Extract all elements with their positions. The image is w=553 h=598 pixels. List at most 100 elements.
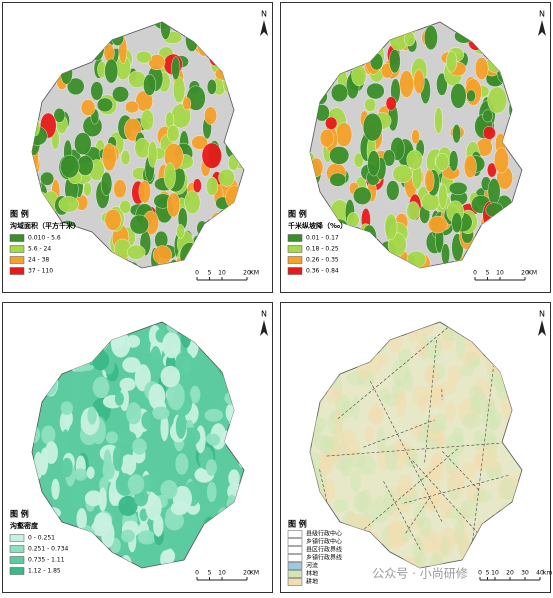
region-patch bbox=[438, 184, 447, 209]
region-patch bbox=[376, 427, 385, 454]
legend-swatch bbox=[288, 579, 302, 586]
region-patch bbox=[440, 381, 456, 395]
legend-label: 耕地 bbox=[306, 578, 318, 586]
legend-label: 0.36 - 0.84 bbox=[306, 268, 339, 275]
region-patch bbox=[350, 470, 361, 493]
region-patch bbox=[115, 392, 124, 406]
legend-label: 5.6 - 24 bbox=[28, 246, 51, 253]
scale-label: 5 bbox=[208, 570, 212, 577]
region-patch bbox=[347, 212, 359, 227]
region-patch bbox=[152, 407, 169, 420]
region-patch bbox=[185, 191, 201, 214]
region-patch bbox=[475, 57, 488, 80]
region-patch bbox=[175, 453, 188, 475]
region-patch bbox=[127, 245, 145, 259]
region-patch bbox=[137, 530, 156, 544]
region-patch bbox=[122, 357, 140, 373]
region-patch bbox=[469, 386, 484, 405]
region-patch bbox=[389, 49, 400, 73]
legend-swatch bbox=[288, 246, 302, 253]
north-arrow-label: N bbox=[261, 10, 267, 19]
scale-unit: KM bbox=[528, 270, 537, 277]
region-patch bbox=[97, 98, 113, 112]
region-patch bbox=[446, 51, 456, 72]
region-patch bbox=[60, 155, 79, 178]
region-patch bbox=[207, 482, 217, 502]
region-patch bbox=[473, 490, 492, 503]
region-patch bbox=[207, 434, 220, 446]
watermark: 公众号 · 小尚研修 bbox=[372, 566, 467, 581]
region-patch bbox=[407, 202, 420, 221]
region-patch bbox=[207, 79, 216, 94]
scale-label: 0 bbox=[473, 270, 477, 277]
legend-swatch bbox=[288, 571, 302, 578]
region-patch bbox=[91, 81, 103, 100]
region-patch bbox=[452, 124, 460, 143]
region-patch bbox=[40, 172, 53, 186]
legend-swatch bbox=[10, 546, 24, 553]
scale-unit: km bbox=[543, 570, 552, 577]
region-patch bbox=[102, 461, 114, 480]
region-patch bbox=[416, 341, 429, 359]
region-patch bbox=[102, 143, 116, 171]
region-patch bbox=[424, 26, 437, 50]
region-patch bbox=[434, 107, 442, 133]
legend-swatch bbox=[288, 257, 302, 264]
region-patch bbox=[452, 213, 462, 233]
region-patch bbox=[340, 457, 352, 476]
scale-label: 5 bbox=[486, 570, 490, 577]
legend-subtitle: 千米纵坡降（‰） bbox=[288, 221, 347, 230]
region-patch bbox=[440, 501, 452, 519]
region-patch bbox=[143, 74, 155, 95]
region-patch bbox=[343, 438, 360, 459]
region-patch bbox=[101, 172, 112, 195]
legend-swatch bbox=[288, 235, 302, 242]
region-patch bbox=[331, 84, 348, 102]
region-patch bbox=[150, 346, 161, 372]
region-patch bbox=[488, 178, 500, 204]
region-patch bbox=[371, 403, 383, 425]
legend-label: 24 - 38 bbox=[28, 257, 49, 264]
region-patch bbox=[148, 384, 165, 410]
region-patch bbox=[459, 364, 474, 376]
region-patch bbox=[87, 467, 95, 479]
legend-swatch bbox=[10, 257, 24, 264]
region-patch bbox=[425, 364, 437, 383]
region-patch bbox=[121, 150, 130, 165]
region-patch bbox=[162, 332, 180, 358]
legend-label: 县级行政中心 bbox=[306, 530, 342, 538]
north-arrow-label: N bbox=[539, 10, 545, 19]
region-patch bbox=[367, 83, 385, 99]
region-patch bbox=[176, 224, 184, 238]
region-patch bbox=[193, 179, 201, 193]
region-patch bbox=[396, 390, 407, 418]
region-patch bbox=[204, 107, 216, 125]
legend-label: 0 - 0.251 bbox=[28, 535, 55, 542]
region-patch bbox=[84, 182, 92, 196]
region-patch bbox=[172, 57, 180, 80]
region-patch bbox=[132, 438, 147, 454]
legend-subtitle: 沟域面积（平方千米） bbox=[10, 221, 80, 230]
region-patch bbox=[105, 59, 118, 83]
region-patch bbox=[141, 411, 154, 429]
region-patch bbox=[323, 478, 335, 503]
region-patch bbox=[176, 414, 186, 439]
region-patch bbox=[385, 445, 397, 471]
scale-label: 10 bbox=[496, 270, 504, 277]
legend-swatch bbox=[288, 539, 302, 546]
scale-unit: KM bbox=[250, 570, 259, 577]
region-patch bbox=[202, 143, 222, 169]
region-patch bbox=[414, 70, 425, 94]
region-patch bbox=[387, 523, 405, 537]
region-patch bbox=[219, 169, 235, 186]
region-patch bbox=[139, 180, 151, 203]
legend-subtitle: 沟壑密度 bbox=[10, 521, 39, 530]
region-patch bbox=[462, 413, 481, 429]
region-patch bbox=[163, 549, 175, 563]
region-patch bbox=[228, 469, 240, 486]
region-patch bbox=[336, 123, 352, 147]
region-patch bbox=[404, 371, 413, 392]
